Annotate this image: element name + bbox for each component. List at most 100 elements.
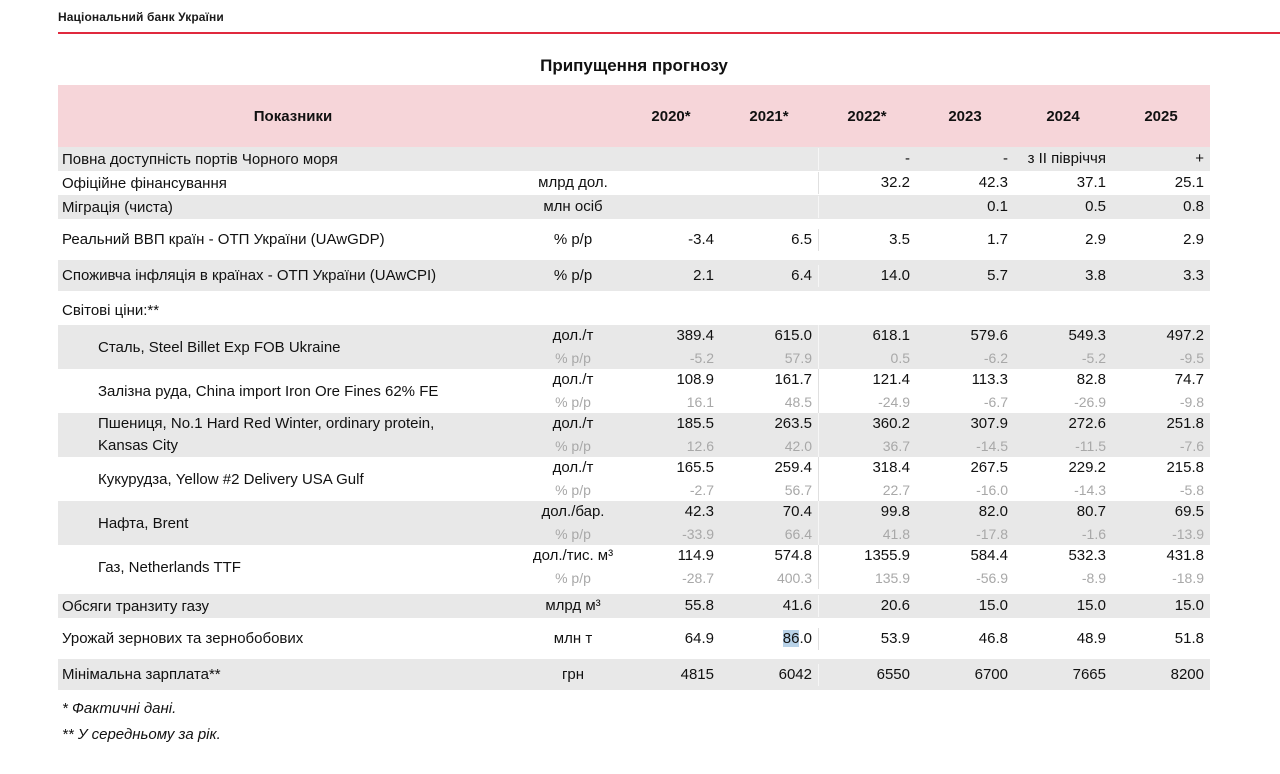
value-cell: -3.4 [688, 230, 714, 248]
indicator-label: Споживча інфляція в країнах - ОТП Україн… [62, 267, 437, 284]
value-cell: 2.9 [1085, 230, 1106, 248]
table-row: Залізна руда, China import Iron Ore Fine… [58, 369, 1210, 413]
unit-cell: млн осіб [543, 198, 603, 215]
table-row: Кукурудза, Yellow #2 Delivery USA Gulf до… [58, 457, 1210, 501]
selection-highlight: 86 [782, 629, 800, 647]
value-cell: 0.5 [1085, 198, 1106, 215]
value-cell: 574.8 400.3 [774, 547, 812, 586]
value-cell: 307.9 -14.5 [970, 415, 1008, 454]
value-cell: 6.4 [791, 266, 812, 284]
value-cell: 5.7 [987, 266, 1008, 284]
value-cell: 2.1 [693, 266, 714, 284]
indicator-label: Міграція (чиста) [62, 198, 173, 216]
value-cell: 0.1 [987, 198, 1008, 215]
value-cell: + [1195, 150, 1204, 167]
value-cell: 15.0 [1076, 597, 1106, 614]
unit-cell: дол./бар.% р/р [541, 503, 605, 542]
indicator-label: Реальний ВВП країн - ОТП України (UAwGDP… [62, 231, 385, 248]
indicator-label: Мінімальна зарплата** [62, 666, 221, 683]
unit-cell: дол./тис. м³% р/р [532, 547, 614, 586]
value-cell: 8200 [1170, 665, 1204, 683]
bank-name-label: Національний банк України [58, 10, 224, 24]
value-cell: 360.2 36.7 [818, 413, 916, 457]
value-cell [622, 172, 720, 194]
value-cell: - [818, 148, 916, 170]
assumptions-table: Показники 2020* 2021* 2022* 2023 2024 2025 По… [58, 85, 1210, 690]
table-row: Реальний ВВП країн - ОТП України (UAwGDP… [58, 224, 1210, 255]
unit-cell: млн т [553, 629, 593, 647]
value-cell: 3.5 [818, 228, 916, 251]
value-cell: 3.3 [1183, 266, 1204, 284]
value-cell: 46.8 [978, 629, 1008, 647]
value-cell: 42.3 [978, 174, 1008, 191]
value-cell [720, 148, 818, 170]
value-cell: 121.4 -24.9 [818, 369, 916, 413]
value-cell: 272.6 -11.5 [1068, 415, 1106, 454]
value-cell: 6550 [818, 663, 916, 686]
value-cell: 86.0 [782, 629, 812, 647]
value-cell: 113.3 -6.7 [971, 371, 1008, 410]
table-row: Повна доступність портів Чорного моря - -… [58, 147, 1210, 171]
value-cell: 70.4 66.4 [782, 503, 812, 542]
value-cell: 615.0 57.9 [774, 327, 812, 366]
table-row: Офіційне фінансування млрд дол. 32.2 42.3 3… [58, 171, 1210, 195]
table-row: Обсяги транзиту газу млрд м³ 55.8 41.6 20.6 1… [58, 594, 1210, 618]
value-cell [622, 148, 720, 170]
value-cell: 549.3 -5.2 [1068, 327, 1106, 366]
unit-cell: дол./т% р/р [552, 459, 594, 498]
value-cell: 114.9 -28.7 [677, 547, 714, 586]
value-cell: 3.8 [1085, 266, 1106, 284]
unit-cell: млрд м³ [545, 597, 601, 614]
value-cell: 497.2 -9.5 [1166, 327, 1204, 366]
value-cell [622, 196, 720, 218]
value-cell: з ІІ півріччя [1027, 150, 1106, 167]
unit-cell: грн [561, 665, 585, 683]
value-cell: 263.5 42.0 [774, 415, 812, 454]
value-cell: 165.5 -2.7 [676, 459, 714, 498]
value-cell: 15.0 [978, 597, 1008, 614]
table-row: Споживча інфляція в країнах - ОТП Україн… [58, 260, 1210, 291]
value-cell: 20.6 [818, 595, 916, 617]
value-cell: 108.9 16.1 [676, 371, 714, 410]
value-cell: 6042 [778, 665, 812, 683]
value-cell: 215.8 -5.8 [1166, 459, 1204, 498]
value-cell: 51.8 [1174, 629, 1204, 647]
footnote-actual-data: * Фактичні дані. [62, 700, 177, 717]
value-cell: 2.9 [1183, 230, 1204, 248]
value-cell: 41.6 [782, 597, 812, 614]
table-body: Повна доступність портів Чорного моря - -… [58, 147, 1210, 690]
value-cell: 259.4 56.7 [774, 459, 812, 498]
unit-cell: % р/р [553, 266, 593, 284]
value-cell: 6.5 [791, 230, 812, 248]
value-cell: 99.8 41.8 [818, 501, 916, 545]
value-cell: - [1003, 150, 1008, 167]
value-cell: 161.7 48.5 [774, 371, 812, 410]
indicator-label: Обсяги транзиту газу [62, 597, 210, 615]
value-cell: 82.0 -17.8 [976, 503, 1008, 542]
table-row: Міграція (чиста) млн осіб 0.1 0.5 0.8 [58, 195, 1210, 219]
year-column-header: 2022* [847, 107, 887, 125]
indicator-label: Нафта, Brent [98, 514, 189, 532]
value-cell: 32.2 [818, 172, 916, 194]
indicator-label: Сталь, Steel Billet Exp FOB Ukraine [98, 338, 341, 356]
value-cell: 42.3 -33.9 [682, 503, 714, 542]
footnote-annual-average: ** У середньому за рік. [62, 726, 221, 743]
value-cell [720, 172, 818, 194]
value-cell: 15.0 [1174, 597, 1204, 614]
value-cell: 389.4 -5.2 [676, 327, 714, 366]
value-cell: 532.3 -8.9 [1068, 547, 1106, 586]
year-column-header: 2023 [948, 107, 982, 125]
table-row: Пшениця, No.1 Hard Red Winter, ordinary … [58, 413, 1210, 457]
indicator-label: Повна доступність портів Чорного моря [62, 150, 338, 168]
value-cell: 618.1 0.5 [818, 325, 916, 369]
unit-cell: млрд дол. [538, 174, 608, 191]
footnotes: * Фактичні дані. ** У середньому за рік. [62, 700, 1280, 743]
brand-bar: Національний банк України [58, 8, 1280, 34]
indicator-label: Світові ціни:** [62, 302, 160, 319]
value-cell: 1355.9 135.9 [818, 545, 916, 589]
value-cell: 82.8 -26.9 [1074, 371, 1106, 410]
unit-cell: дол./т% р/р [552, 415, 594, 454]
indicator-label: Залізна руда, China import Iron Ore Fine… [98, 382, 439, 400]
indicator-label: Офіційне фінансування [62, 174, 227, 192]
indicator-label: Кукурудза, Yellow #2 Delivery USA Gulf [98, 470, 364, 488]
